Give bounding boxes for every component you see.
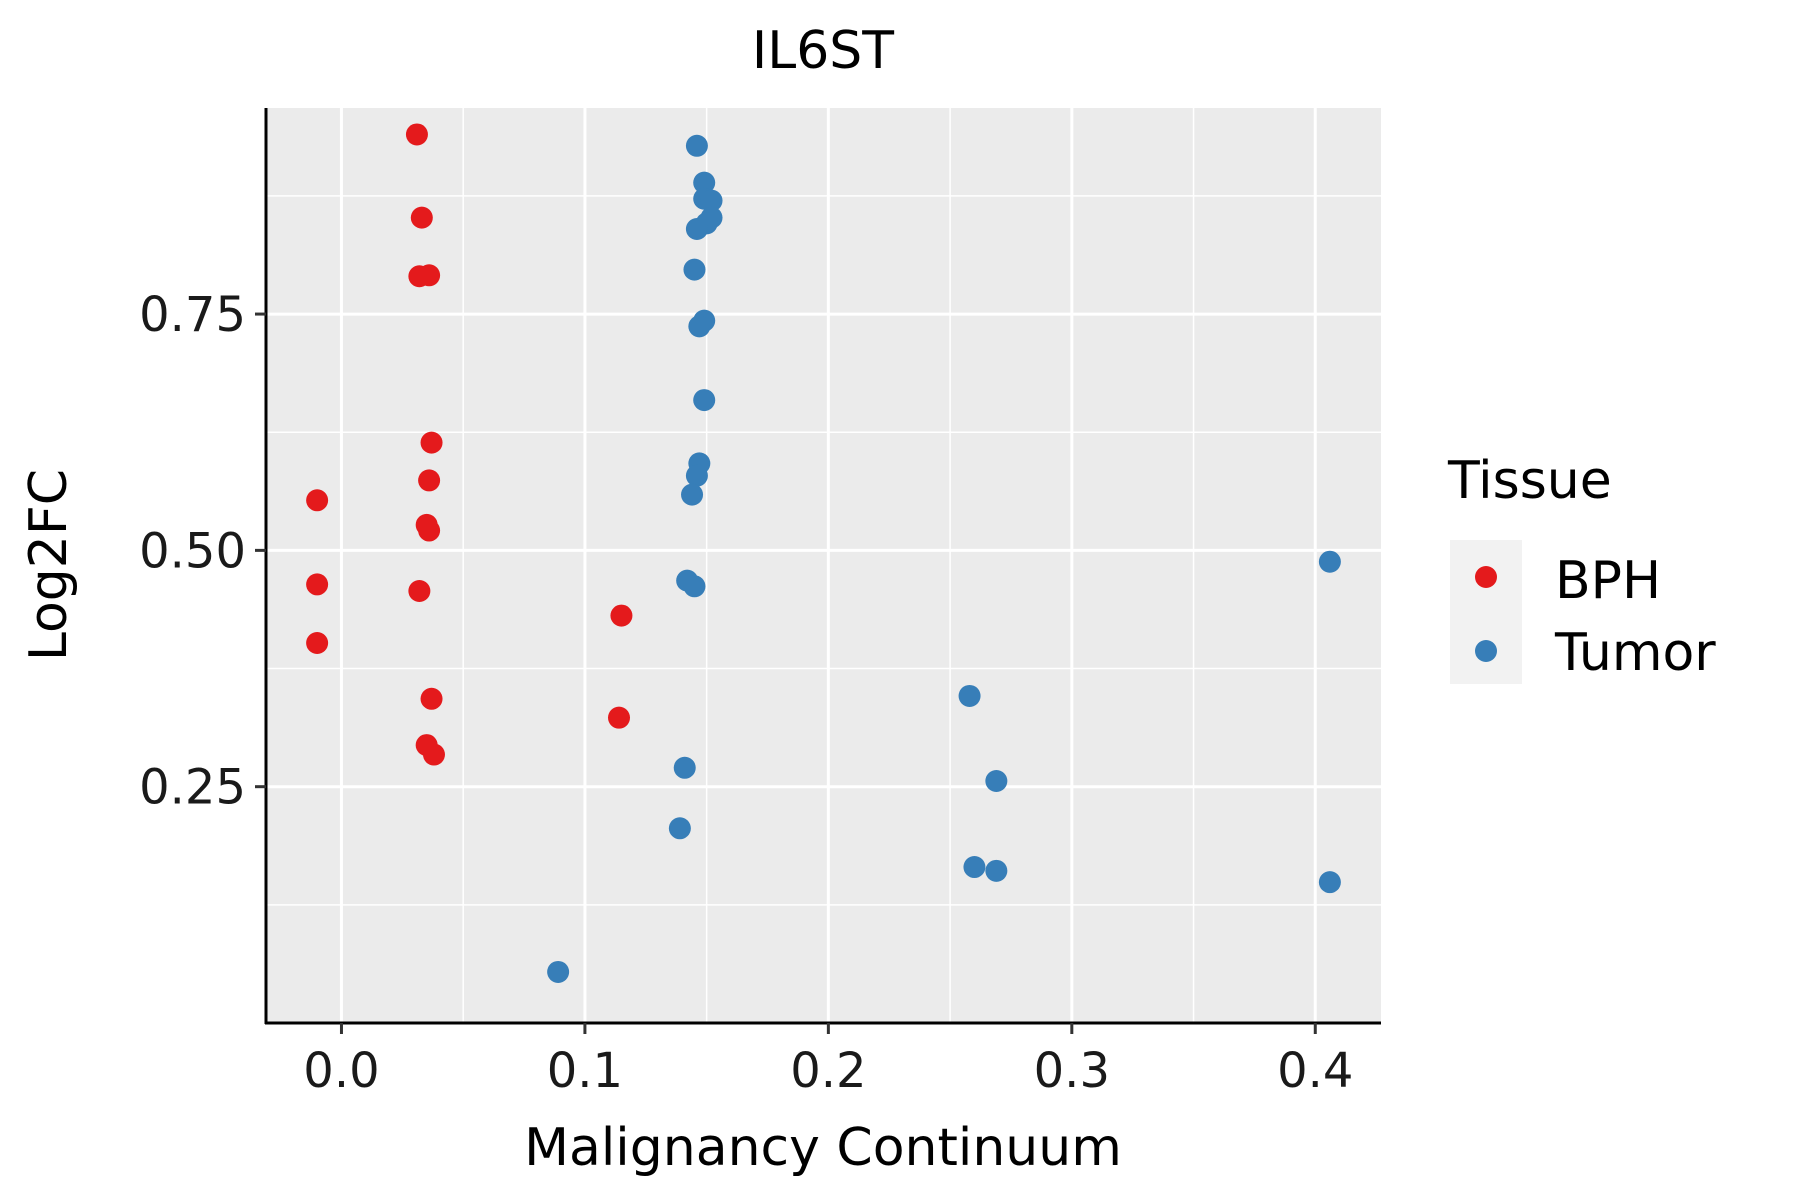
point-tumor xyxy=(668,817,691,840)
x-axis-ticks: 0.0 0.1 0.2 0.3 0.4 xyxy=(303,1023,1353,1099)
legend-key-tumor xyxy=(1475,640,1497,662)
point-tumor xyxy=(963,856,986,879)
point-bph xyxy=(306,489,329,512)
point-tumor xyxy=(685,217,708,240)
point-bph xyxy=(418,469,441,492)
point-bph xyxy=(420,431,443,454)
point-tumor xyxy=(1318,871,1341,894)
point-bph xyxy=(608,706,631,729)
x-tick-label: 0.2 xyxy=(790,1043,866,1099)
legend-label-tumor: Tumor xyxy=(1554,623,1716,683)
point-bph xyxy=(418,519,441,542)
legend-title: Tissue xyxy=(1447,451,1612,511)
point-tumor xyxy=(683,258,706,281)
plot-panel xyxy=(266,108,1381,1023)
legend: Tissue BPH Tumor xyxy=(1447,451,1716,684)
point-tumor xyxy=(958,684,981,707)
point-bph xyxy=(422,743,445,766)
point-tumor xyxy=(700,189,723,212)
point-bph xyxy=(405,123,428,146)
point-bph xyxy=(610,604,633,627)
point-tumor xyxy=(693,171,716,194)
y-tick-label: 0.50 xyxy=(139,523,246,579)
x-axis-title: Malignancy Continuum xyxy=(524,1118,1122,1178)
data-points xyxy=(306,123,1341,983)
grid-major-lines xyxy=(266,108,1381,1023)
x-tick-label: 0.3 xyxy=(1034,1043,1110,1099)
y-axis-ticks: 0.25 0.50 0.75 xyxy=(139,287,266,816)
grid-minor-lines xyxy=(266,108,1381,1023)
x-tick-label: 0.4 xyxy=(1277,1043,1353,1099)
point-bph xyxy=(410,206,433,229)
point-bph xyxy=(306,573,329,596)
point-tumor xyxy=(547,960,570,983)
x-tick-label: 0.1 xyxy=(547,1043,623,1099)
point-tumor xyxy=(688,315,711,338)
point-tumor xyxy=(685,134,708,157)
y-tick-label: 0.25 xyxy=(139,760,246,816)
point-tumor xyxy=(1318,550,1341,573)
point-bph xyxy=(418,264,441,287)
point-tumor xyxy=(693,389,716,412)
point-tumor xyxy=(673,756,696,779)
point-tumor xyxy=(685,464,708,487)
point-tumor xyxy=(985,770,1008,793)
legend-key-bph xyxy=(1475,566,1497,588)
y-tick-label: 0.75 xyxy=(139,287,246,343)
point-tumor xyxy=(985,859,1008,882)
point-bph xyxy=(420,687,443,710)
point-tumor xyxy=(683,575,706,598)
y-axis-title: Log2FC xyxy=(19,469,79,661)
x-tick-label: 0.0 xyxy=(303,1043,379,1099)
legend-label-bph: BPH xyxy=(1555,551,1661,611)
point-bph xyxy=(408,580,431,603)
point-tumor xyxy=(681,483,704,506)
chart-title: IL6ST xyxy=(752,21,894,81)
point-bph xyxy=(306,632,329,655)
